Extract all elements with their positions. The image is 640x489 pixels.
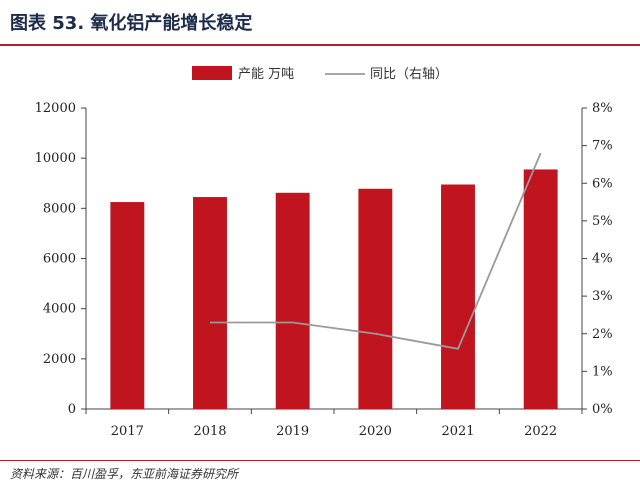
source-note: 资料来源：百川盈孚，东亚前海证券研究所 — [10, 467, 239, 481]
legend-bar-swatch — [192, 66, 232, 80]
right-axis-tick-label: 7% — [592, 139, 613, 154]
bar — [110, 202, 145, 409]
right-axis-tick-label: 8% — [592, 101, 613, 116]
x-axis-tick-label: 2022 — [524, 424, 557, 439]
x-axis-tick-label: 2019 — [276, 424, 309, 439]
bar — [275, 192, 310, 409]
bar — [358, 188, 393, 409]
x-axis-tick-label: 2017 — [111, 424, 144, 439]
right-axis-tick-label: 4% — [592, 252, 613, 267]
right-axis-tick-label: 6% — [592, 176, 613, 191]
left-axis-tick-label: 8000 — [43, 201, 76, 216]
bar — [193, 197, 227, 409]
left-axis-tick-label: 6000 — [43, 252, 76, 267]
right-axis-tick-label: 5% — [592, 214, 613, 229]
left-axis-tick-label: 0 — [68, 402, 76, 417]
bar — [523, 169, 558, 409]
left-axis-tick-label: 12000 — [35, 101, 76, 116]
right-axis-tick-label: 2% — [592, 327, 613, 342]
right-axis-tick-label: 3% — [592, 289, 613, 304]
chart: 0 2000 4000 6000 8000 10000 12000 0% 1% 2% 3% 4% 5% 6… — [35, 66, 613, 439]
legend-line-label: 同比（右轴） — [370, 67, 448, 82]
right-axis-tick-label: 1% — [592, 364, 613, 379]
chart-title: 图表 53. 氧化铝产能增长稳定 — [10, 13, 253, 34]
source-divider — [0, 460, 640, 461]
title-divider — [0, 44, 640, 46]
left-axis-tick-label: 10000 — [35, 151, 76, 166]
x-axis-tick-label: 2018 — [193, 424, 226, 439]
left-axis-tick-label: 4000 — [43, 302, 76, 317]
x-axis-tick-label: 2020 — [359, 424, 392, 439]
right-axis-tick-label: 0% — [592, 402, 613, 417]
x-axis-tick-label: 2021 — [441, 424, 474, 439]
legend-bar-label: 产能 万吨 — [238, 67, 294, 82]
left-axis-tick-label: 2000 — [43, 352, 76, 367]
title-bar: 图表 53. 氧化铝产能增长稳定 — [0, 0, 640, 44]
bar — [441, 184, 475, 409]
